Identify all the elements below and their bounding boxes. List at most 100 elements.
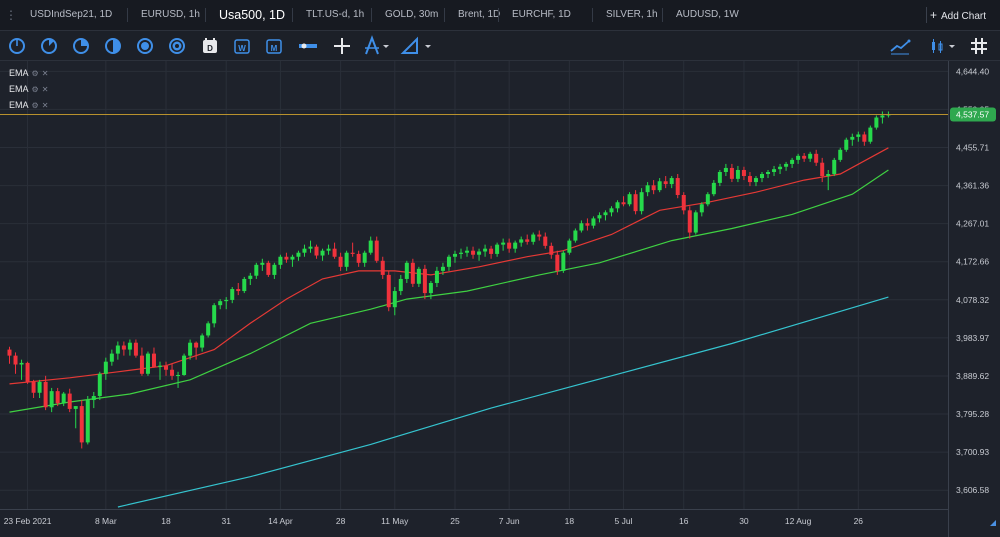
- candle-body: [489, 248, 494, 254]
- candle-body: [133, 342, 138, 356]
- x-tick-label: 7 Jun: [499, 516, 520, 526]
- candle-body: [621, 202, 626, 205]
- x-tick-label: 25: [450, 516, 460, 526]
- candle-body: [735, 169, 740, 179]
- settings-icon[interactable]: ⚙: [31, 69, 39, 78]
- add-chart-button[interactable]: + Add Chart: [930, 0, 986, 30]
- candle-body: [850, 136, 855, 140]
- candle-body: [705, 194, 710, 205]
- candle-body: [320, 250, 325, 256]
- candle-body: [374, 240, 379, 261]
- price-chart[interactable]: 4,644.404,550.054,455.714,361.364,267.01…: [0, 61, 1000, 537]
- candle-body: [248, 275, 253, 279]
- candle-body: [362, 252, 367, 263]
- candle-body: [139, 355, 144, 374]
- legend-item-ema[interactable]: EMA ⚙ ✕: [9, 65, 48, 81]
- double-ring-icon[interactable]: [165, 34, 189, 58]
- y-tick-label: 4,455.71: [956, 142, 989, 152]
- indicator-icon[interactable]: [888, 34, 912, 58]
- plus-icon: +: [929, 8, 937, 22]
- dropdown-icon[interactable]: [422, 34, 434, 58]
- tab-6[interactable]: EURCHF, 1D: [512, 9, 571, 20]
- candle-body: [477, 251, 482, 255]
- close-icon[interactable]: ✕: [41, 69, 49, 78]
- candle-body: [525, 239, 530, 242]
- candle-body: [422, 268, 427, 294]
- close-icon[interactable]: ✕: [41, 85, 49, 94]
- monthly-period-icon[interactable]: M: [262, 34, 286, 58]
- half-circle-icon[interactable]: [101, 34, 125, 58]
- tab-0[interactable]: USDIndSep21, 1D: [30, 9, 113, 20]
- candle-body: [784, 163, 789, 167]
- tab-5[interactable]: Brent, 1D: [458, 9, 501, 20]
- tab-8[interactable]: AUDUSD, 1W: [676, 9, 739, 20]
- circle-tool-icon[interactable]: [5, 34, 29, 58]
- y-tick-label: 4,267.01: [956, 219, 989, 229]
- candle-body: [404, 262, 409, 279]
- legend-item-ema[interactable]: EMA ⚙ ✕: [9, 97, 48, 113]
- candle-body: [573, 230, 578, 241]
- ring-icon[interactable]: [133, 34, 157, 58]
- weekly-period-icon[interactable]: W: [230, 34, 254, 58]
- candle-body: [495, 244, 500, 254]
- candle-body: [531, 234, 536, 242]
- tab-2[interactable]: Usa500, 1D: [219, 8, 286, 22]
- candle-body: [796, 155, 801, 160]
- candle-body: [717, 171, 722, 183]
- candle-body: [519, 239, 524, 243]
- y-tick-label: 3,983.97: [956, 333, 989, 343]
- chart-canvas[interactable]: 4,644.404,550.054,455.714,361.364,267.01…: [0, 61, 1000, 537]
- candle-body: [145, 353, 150, 374]
- candle-body: [844, 139, 849, 150]
- x-tick-label: 8 Mar: [95, 516, 117, 526]
- tab-3[interactable]: TLT.US-d, 1h: [306, 9, 365, 20]
- candle-body: [314, 246, 319, 256]
- candle-body: [278, 256, 283, 265]
- x-tick-label: 26: [854, 516, 864, 526]
- daily-period-icon[interactable]: D: [198, 34, 222, 58]
- ema-fast-line: [9, 147, 889, 385]
- legend-item-ema[interactable]: EMA ⚙ ✕: [9, 81, 48, 97]
- candle-body: [543, 236, 548, 246]
- candle-body: [91, 395, 96, 401]
- y-tick-label: 3,795.28: [956, 409, 989, 419]
- candle-body: [13, 355, 18, 365]
- horizontal-line-icon[interactable]: [296, 34, 320, 58]
- chart-type-icon[interactable]: [925, 34, 949, 58]
- candle-body: [760, 174, 764, 179]
- candle-body: [778, 166, 783, 170]
- candle-body: [109, 353, 114, 362]
- current-price-badge: [950, 107, 996, 122]
- candle-body: [609, 208, 614, 213]
- candle-body: [338, 256, 343, 267]
- tab-7[interactable]: SILVER, 1h: [606, 9, 658, 20]
- candle-body: [434, 270, 439, 283]
- settings-icon[interactable]: ⚙: [31, 101, 39, 110]
- fibonacci-icon[interactable]: [360, 34, 384, 58]
- candle-body: [711, 182, 716, 195]
- candle-body: [326, 248, 331, 251]
- y-tick-label: 3,889.62: [956, 371, 989, 381]
- candle-body: [410, 262, 415, 284]
- dropdown-icon[interactable]: [946, 34, 958, 58]
- grid-icon[interactable]: [967, 34, 991, 58]
- close-icon[interactable]: ✕: [41, 101, 49, 110]
- triangle-ruler-icon[interactable]: [398, 34, 422, 58]
- candle-body: [103, 361, 108, 374]
- tab-4[interactable]: GOLD, 30m: [385, 9, 439, 20]
- tab-grip-icon[interactable]: ⋮: [5, 8, 17, 22]
- dropdown-icon[interactable]: [380, 34, 392, 58]
- scroll-handle-icon[interactable]: [989, 519, 997, 527]
- candle-body: [747, 176, 752, 183]
- candle-body: [296, 252, 301, 257]
- candle-body: [615, 202, 620, 209]
- tab-1[interactable]: EURUSD, 1h: [141, 9, 200, 20]
- candle-body: [627, 194, 632, 205]
- candle-body: [681, 194, 686, 211]
- candle-body: [73, 406, 78, 409]
- candle-body: [651, 185, 656, 191]
- settings-icon[interactable]: ⚙: [31, 85, 39, 94]
- crosshair-icon[interactable]: [330, 34, 354, 58]
- pie-quarter-icon[interactable]: [37, 34, 61, 58]
- pie-three-quarter-icon[interactable]: [69, 34, 93, 58]
